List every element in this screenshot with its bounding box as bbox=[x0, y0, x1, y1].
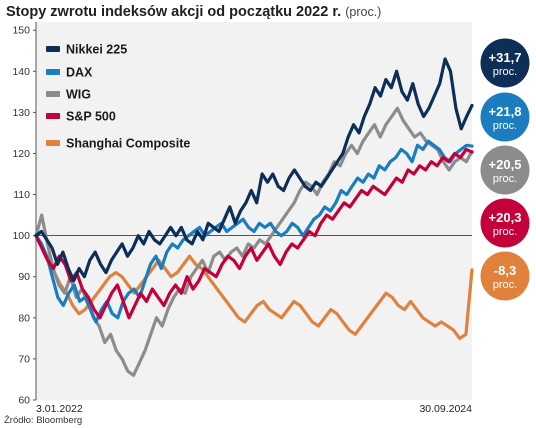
badge-circle bbox=[480, 251, 530, 301]
legend: Nikkei 225 DAX WIG S&P 500 Shanghai Composit… bbox=[46, 43, 190, 151]
plot-area bbox=[36, 22, 472, 400]
series-line-dax bbox=[34, 139, 474, 324]
badge-unit: proc. bbox=[493, 226, 517, 238]
series-lines bbox=[34, 57, 474, 377]
badge-value: +31,7 bbox=[489, 50, 522, 65]
badge-value: +21,8 bbox=[489, 104, 522, 119]
legend-label: Nikkei 225 bbox=[66, 43, 127, 57]
badge-unit: proc. bbox=[493, 279, 517, 291]
legend-swatch bbox=[46, 140, 60, 146]
chart-title: Stopy zwrotu indeksów akcji od początku … bbox=[6, 4, 342, 20]
y-tick-label: 140 bbox=[12, 66, 30, 78]
y-tick-label: 130 bbox=[12, 107, 30, 119]
series-line-s-p-500 bbox=[34, 147, 474, 320]
legend-swatch bbox=[46, 113, 60, 119]
y-tick-label: 110 bbox=[13, 189, 30, 201]
x-end-label: 30.09.2024 bbox=[419, 403, 472, 415]
y-tick-label: 150 bbox=[12, 25, 30, 37]
plot-frame bbox=[35, 22, 472, 400]
series-line-nikkei-225 bbox=[34, 57, 474, 283]
chart-unit: (proc.) bbox=[345, 5, 382, 19]
badge-value: +20,3 bbox=[489, 210, 522, 225]
end-value-badges: +31,7proc.+21,8proc.+20,5proc.+20,3proc.… bbox=[480, 38, 530, 301]
y-axis: 60 70 80 90 100 110 120 130 140 150 bbox=[12, 25, 36, 407]
y-tick-label: 100 bbox=[12, 230, 30, 242]
badge-value: -8,3 bbox=[494, 263, 516, 278]
badge-circle bbox=[480, 198, 530, 248]
legend-label: DAX bbox=[66, 66, 93, 80]
x-axis: 3.01.2022 30.09.2024 bbox=[36, 403, 472, 415]
badge-value: +20,5 bbox=[489, 157, 522, 172]
legend-swatch bbox=[46, 46, 60, 52]
x-start-label: 3.01.2022 bbox=[36, 403, 83, 415]
y-tick-label: 60 bbox=[18, 395, 30, 407]
badge-circle bbox=[480, 145, 530, 195]
series-line-wig bbox=[34, 106, 474, 377]
badge-unit: proc. bbox=[493, 173, 517, 185]
y-tick-label: 80 bbox=[18, 312, 30, 324]
chart-title-block: Stopy zwrotu indeksów akcji od początku … bbox=[6, 4, 381, 20]
badge-unit: proc. bbox=[493, 120, 517, 132]
badge-unit: proc. bbox=[493, 66, 517, 78]
legend-label: S&P 500 bbox=[66, 110, 116, 124]
legend-label: WIG bbox=[66, 88, 91, 102]
legend-label: Shanghai Composite bbox=[66, 137, 190, 151]
source-note: Źródło: Bloomberg bbox=[4, 415, 83, 426]
series-line-shanghai-composite bbox=[34, 234, 474, 340]
legend-swatch bbox=[46, 91, 60, 97]
y-tick-label: 90 bbox=[18, 271, 30, 283]
y-tick-label: 120 bbox=[12, 148, 30, 160]
badge-circle bbox=[480, 38, 530, 88]
badge-circle bbox=[480, 92, 530, 142]
y-tick-label: 70 bbox=[18, 353, 30, 365]
legend-swatch bbox=[46, 69, 60, 75]
